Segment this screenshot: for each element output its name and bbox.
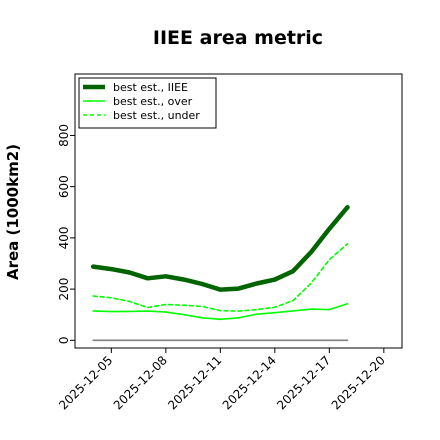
y-axis-label: Area (1000km2): [4, 144, 22, 280]
y-tick-label: 600: [57, 175, 71, 198]
y-axis: 0 200 400 600 800: [57, 124, 75, 344]
plot-lines: [90, 204, 350, 342]
legend-label: best est., over: [113, 95, 193, 108]
y-tick-label: 200: [57, 278, 71, 301]
legend-label: best est., IIEE: [113, 81, 188, 94]
x-axis: 2025-12-052025-12-082025-12-112025-12-14…: [56, 348, 388, 412]
plot-frame: [74, 73, 403, 349]
x-tick-label: 2025-12-08: [111, 353, 170, 412]
x-tick-label: 2025-12-17: [274, 353, 333, 412]
y-tick-label: 800: [57, 124, 71, 147]
series-line-best-est-over: [92, 302, 349, 321]
series-line-best-est-under: [92, 243, 349, 312]
x-tick-label: 2025-12-05: [56, 353, 115, 412]
y-tick-label: 0: [57, 336, 71, 344]
legend-label: best est., under: [113, 109, 200, 122]
y-tick-label: 400: [57, 226, 71, 249]
x-tick-label: 2025-12-11: [165, 353, 224, 412]
chart-title: IIEE area metric: [153, 27, 323, 49]
series-line-best-est-iiee: [90, 204, 350, 292]
x-tick-label: 2025-12-14: [220, 353, 279, 412]
x-tick-label: 2025-12-20: [329, 353, 388, 412]
